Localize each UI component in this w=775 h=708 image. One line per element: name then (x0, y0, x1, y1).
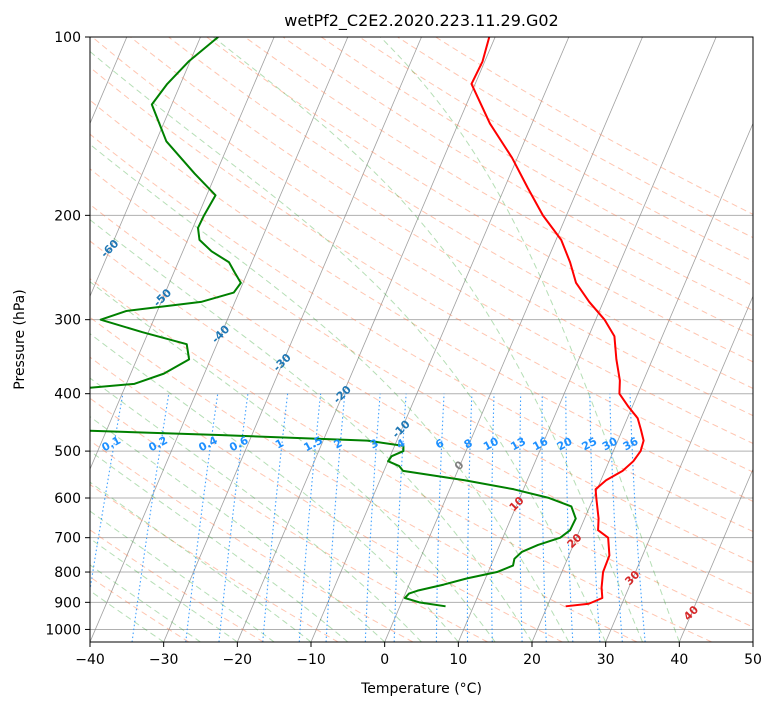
mixing-ratio-line (393, 393, 407, 642)
dry-adiabat-line (206, 37, 753, 363)
mixing-ratio-line (565, 393, 574, 642)
mixing-ratio-line (262, 393, 289, 642)
mixing-ratio-line (466, 393, 473, 642)
isotherm-line (531, 122, 753, 642)
y-tick-label: 600 (54, 491, 81, 507)
x-tick-label: 10 (449, 652, 467, 668)
mixing-ratio-label: 30 (600, 435, 620, 454)
mixing-ratio-line (491, 393, 495, 642)
mixing-ratio-line (589, 393, 601, 642)
mixing-ratio-label: 16 (531, 435, 551, 454)
moist-adiabat-line (379, 37, 680, 642)
mixing-ratio-line (364, 393, 381, 642)
axes: −40 −30 −20 −10 0 10 20 30 40 50 100 200 300 400 500 60… (45, 30, 762, 668)
mixing-ratio-line (185, 393, 219, 642)
isotherm-line (236, 37, 496, 642)
isotherm-line (384, 37, 643, 642)
x-axis-title: Temperature (°C) (360, 681, 482, 697)
temperature-profile-line (470, 37, 645, 608)
mixing-ratio-line (519, 393, 523, 642)
mixing-ratio-label: 25 (580, 435, 600, 454)
moist-adiabat-line (90, 564, 201, 642)
moist-adiabat-line (90, 143, 570, 642)
dry-adiabat-line (90, 356, 563, 642)
mixing-ratio-line (435, 393, 445, 642)
plot-area (90, 37, 753, 642)
isotherm-line (163, 37, 422, 642)
y-tick-label: 700 (54, 531, 81, 547)
isotherm-line (310, 37, 570, 642)
x-tick-label: 50 (744, 652, 762, 668)
y-tick-label: 300 (54, 313, 81, 329)
mixing-ratio-label: 20 (555, 435, 575, 454)
isotherm-line (90, 37, 275, 471)
y-tick-label: 400 (54, 387, 81, 403)
dry-adiabat-line (90, 133, 753, 533)
y-tick-label: 100 (54, 30, 81, 46)
x-tick-label: 0 (380, 652, 389, 668)
chart-title: wetPf2_C2E2.2020.223.11.29.G02 (284, 11, 558, 31)
mixing-ratio-label: 13 (508, 435, 528, 454)
mixing-ratio-line (629, 393, 646, 642)
dry-adiabat-line (90, 240, 753, 628)
x-tick-label: 30 (597, 652, 615, 668)
y-tick-label: 200 (54, 208, 81, 224)
x-tick-label: 40 (670, 652, 688, 668)
isotherm-line (678, 468, 753, 642)
x-tick-label: −10 (296, 652, 326, 668)
mixing-ratio-line (298, 393, 322, 642)
dewpoint-profile-line (90, 37, 577, 608)
isotherm-line (605, 295, 753, 642)
dry-adiabat-line (168, 37, 753, 389)
x-tick-label: −40 (75, 652, 105, 668)
dry-adiabat-line (90, 483, 339, 642)
isotherm-line (457, 37, 717, 642)
dry-adiabat-line (90, 440, 414, 642)
mixing-ratio-line (90, 393, 124, 594)
x-tick-label: 20 (523, 652, 541, 668)
y-tick-label: 800 (54, 565, 81, 581)
moist-adiabat-line (90, 219, 533, 642)
mixing-ratio-line (609, 393, 623, 642)
dry-adiabat-line (90, 203, 753, 595)
mixing-ratio-line (131, 393, 170, 642)
y-axis-title: Pressure (hPa) (12, 289, 28, 389)
mixing-ratio-label: 10 (481, 435, 501, 454)
mixing-ratio-line (218, 393, 249, 642)
x-tick-label: −20 (223, 652, 253, 668)
mixing-ratio-line (325, 393, 346, 642)
x-tick-label: −30 (149, 652, 179, 668)
moist-adiabat-line (90, 333, 459, 642)
dry-adiabat-line (91, 37, 753, 445)
dry-adiabat-line (90, 66, 753, 473)
dry-adiabat-line (130, 37, 753, 417)
dry-adiabat-line (90, 99, 753, 502)
y-tick-label: 900 (54, 595, 81, 611)
isotherm-line (90, 37, 201, 298)
moist-adiabat-line (212, 37, 643, 642)
y-tick-label: 1000 (45, 622, 81, 638)
plot-frame (89, 36, 754, 643)
dry-adiabat-line (90, 168, 753, 563)
isotherm-line (90, 37, 349, 642)
y-tick-label: 500 (54, 444, 81, 460)
moist-adiabat-line (90, 50, 607, 642)
mixing-ratio-line (541, 393, 547, 642)
dry-adiabat-line (90, 316, 638, 642)
mixing-ratio-label: 36 (621, 435, 641, 454)
moist-adiabat-line (90, 510, 275, 642)
